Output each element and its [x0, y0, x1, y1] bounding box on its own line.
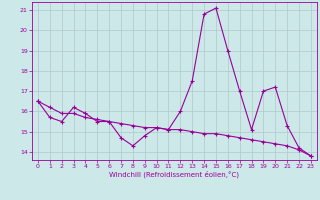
X-axis label: Windchill (Refroidissement éolien,°C): Windchill (Refroidissement éolien,°C) — [109, 171, 239, 178]
